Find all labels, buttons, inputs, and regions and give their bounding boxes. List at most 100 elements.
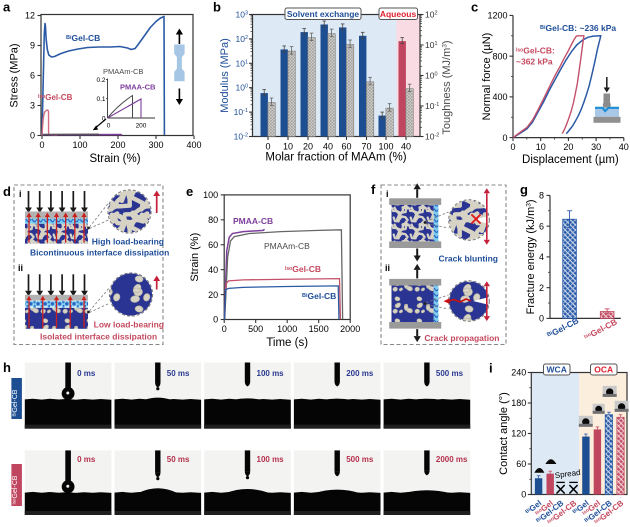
svg-text:100 ms: 100 ms bbox=[257, 369, 285, 378]
svg-text:100: 100 bbox=[425, 71, 438, 81]
svg-text:0: 0 bbox=[222, 324, 227, 334]
svg-text:120: 120 bbox=[511, 429, 526, 439]
svg-text:100 ms: 100 ms bbox=[257, 455, 285, 464]
svg-text:Time (s): Time (s) bbox=[266, 337, 308, 349]
svg-text:0: 0 bbox=[39, 140, 44, 150]
svg-text:10: 10 bbox=[283, 142, 293, 152]
svg-text:Contact angle (°): Contact angle (°) bbox=[498, 392, 510, 475]
svg-text:40: 40 bbox=[619, 142, 629, 152]
svg-text:200 ms: 200 ms bbox=[346, 369, 374, 378]
svg-text:6: 6 bbox=[539, 221, 544, 231]
svg-text:Toughness (MJ/m3): Toughness (MJ/m3) bbox=[441, 40, 453, 134]
svg-text:a: a bbox=[3, 0, 11, 15]
svg-text:240: 240 bbox=[511, 368, 526, 378]
svg-text:20: 20 bbox=[208, 290, 218, 300]
svg-text:Modulus (MPa): Modulus (MPa) bbox=[219, 38, 231, 113]
svg-text:1500: 1500 bbox=[309, 324, 329, 334]
svg-text:102: 102 bbox=[235, 34, 248, 44]
svg-text:2: 2 bbox=[539, 283, 544, 293]
svg-text:12: 12 bbox=[25, 11, 35, 21]
svg-text:40: 40 bbox=[401, 142, 411, 152]
svg-text:IsoGel-CB: IsoGel-CB bbox=[38, 93, 73, 102]
svg-text:4: 4 bbox=[539, 252, 544, 262]
svg-text:0: 0 bbox=[265, 142, 270, 152]
svg-text:WCA: WCA bbox=[547, 365, 567, 375]
svg-text:100: 100 bbox=[378, 142, 393, 152]
svg-text:Crack blunting: Crack blunting bbox=[438, 253, 498, 263]
svg-text:BiGel-CB: ~236 kPa: BiGel-CB: ~236 kPa bbox=[540, 23, 616, 33]
svg-text:103: 103 bbox=[235, 10, 248, 20]
svg-text:3: 3 bbox=[30, 101, 35, 111]
svg-text:Aqueous: Aqueous bbox=[380, 9, 417, 19]
svg-text:i: i bbox=[489, 361, 493, 376]
svg-text:0.1: 0.1 bbox=[96, 96, 105, 103]
svg-text:e: e bbox=[186, 184, 193, 199]
svg-text:0: 0 bbox=[213, 315, 218, 325]
svg-text:400: 400 bbox=[492, 92, 507, 102]
svg-text:Displacement (µm): Displacement (µm) bbox=[522, 154, 619, 166]
svg-text:PMAAm-CB: PMAAm-CB bbox=[264, 241, 310, 251]
svg-text:0 ms: 0 ms bbox=[77, 369, 96, 378]
svg-text:500: 500 bbox=[248, 324, 263, 334]
svg-text:b: b bbox=[213, 0, 221, 15]
svg-text:High load-bearing: High load-bearing bbox=[92, 237, 164, 247]
svg-text:Isolated interface dissipation: Isolated interface dissipation bbox=[40, 332, 157, 342]
svg-text:10-2: 10-2 bbox=[425, 132, 439, 142]
svg-text:102: 102 bbox=[425, 10, 438, 20]
svg-text:100: 100 bbox=[203, 190, 218, 200]
svg-text:OCA: OCA bbox=[594, 365, 613, 375]
svg-text:40: 40 bbox=[323, 142, 333, 152]
svg-text:50 ms: 50 ms bbox=[167, 369, 190, 378]
svg-text:70: 70 bbox=[361, 142, 371, 152]
svg-text:300: 300 bbox=[148, 140, 163, 150]
svg-text:PMAA-CB: PMAA-CB bbox=[120, 83, 156, 92]
svg-text:i: i bbox=[386, 189, 389, 199]
svg-text:100: 100 bbox=[72, 140, 87, 150]
svg-text:80: 80 bbox=[208, 215, 218, 225]
svg-text:0: 0 bbox=[539, 314, 544, 324]
svg-text:20: 20 bbox=[303, 142, 313, 152]
svg-text:60: 60 bbox=[341, 142, 351, 152]
svg-text:10-1: 10-1 bbox=[234, 107, 248, 117]
svg-text:2000: 2000 bbox=[340, 324, 360, 334]
svg-text:c: c bbox=[471, 0, 478, 15]
svg-text:h: h bbox=[3, 360, 11, 375]
svg-text:30: 30 bbox=[591, 142, 601, 152]
svg-text:Strain (%): Strain (%) bbox=[89, 153, 140, 165]
svg-text:g: g bbox=[520, 182, 528, 197]
svg-text:BiGel-CB: BiGel-CB bbox=[545, 315, 580, 340]
svg-text:d: d bbox=[3, 184, 11, 199]
svg-text:500 ms: 500 ms bbox=[346, 455, 374, 464]
svg-text:6: 6 bbox=[30, 71, 35, 81]
svg-text:Stress (MPa): Stress (MPa) bbox=[9, 43, 21, 107]
svg-text:Molar fraction of MAAm (%): Molar fraction of MAAm (%) bbox=[265, 152, 406, 164]
svg-text:60: 60 bbox=[208, 240, 218, 250]
svg-text:10-2: 10-2 bbox=[234, 132, 248, 142]
svg-text:101: 101 bbox=[235, 58, 248, 68]
svg-text:2000 ms: 2000 ms bbox=[436, 455, 468, 464]
svg-text:10-1: 10-1 bbox=[425, 101, 439, 111]
svg-text:1200: 1200 bbox=[487, 11, 507, 21]
svg-text:Fracture energy (kJ/m3): Fracture energy (kJ/m3) bbox=[525, 199, 537, 314]
svg-text:60: 60 bbox=[516, 459, 526, 469]
svg-text:BiGel-CB: BiGel-CB bbox=[66, 33, 100, 43]
svg-text:Spread: Spread bbox=[554, 468, 581, 481]
svg-text:50 ms: 50 ms bbox=[167, 455, 190, 464]
svg-text:~362 kPa: ~362 kPa bbox=[516, 57, 553, 67]
svg-text:BiGel-CB: BiGel-CB bbox=[302, 291, 336, 301]
svg-text:0: 0 bbox=[102, 116, 106, 123]
svg-text:Normal force (µN): Normal force (µN) bbox=[481, 33, 493, 121]
svg-text:0: 0 bbox=[502, 133, 507, 143]
svg-text:10: 10 bbox=[536, 142, 546, 152]
svg-text:0: 0 bbox=[30, 131, 35, 141]
svg-text:IsoGel-CB: IsoGel-CB bbox=[285, 264, 321, 274]
svg-text:ii: ii bbox=[385, 263, 390, 273]
svg-text:0: 0 bbox=[107, 123, 111, 130]
svg-text:BiGel-CB: BiGel-CB bbox=[11, 389, 19, 416]
svg-text:200: 200 bbox=[136, 123, 147, 130]
svg-text:Low load-bearing: Low load-bearing bbox=[94, 320, 164, 330]
svg-text:PMAAm-CB: PMAAm-CB bbox=[103, 67, 143, 76]
svg-text:IsoGel-CB:: IsoGel-CB: bbox=[516, 46, 555, 56]
svg-text:200: 200 bbox=[110, 140, 125, 150]
svg-text:IsoGel-CB: IsoGel-CB bbox=[582, 317, 619, 343]
